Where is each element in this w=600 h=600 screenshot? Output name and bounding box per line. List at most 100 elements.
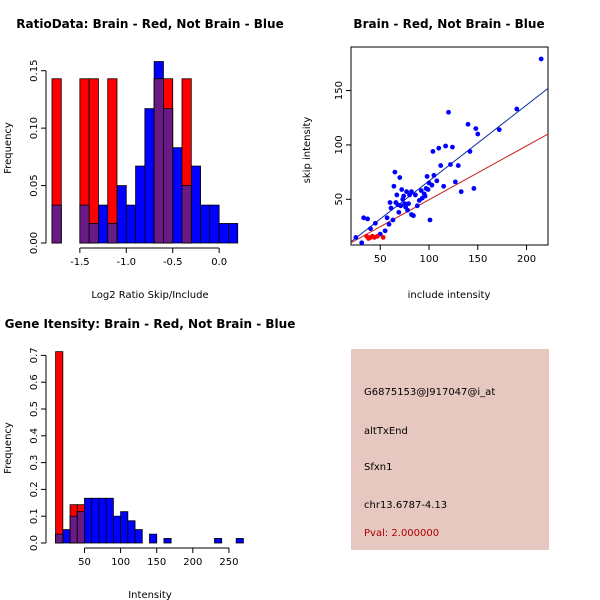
intensity-x-tick-label: 50 (78, 557, 91, 568)
ratio-not-brain-bar (125, 204, 136, 244)
intensity-histogram-bars (55, 351, 244, 544)
ratio-not-brain-bar (209, 204, 220, 244)
info-panel: G6875153@J917047@i_at altTxEnd Sfxn1 chr… (351, 349, 549, 550)
scatter-y-tick-label: 150 (334, 81, 345, 100)
not-brain-point (424, 174, 430, 179)
not-brain-point (399, 187, 405, 192)
ratio-x-tick-label: -1.0 (117, 257, 137, 268)
info-gene: Sfxn1 (364, 462, 393, 473)
intensity-histogram-title: Gene Itensity: Brain - Red, Not Brain - … (5, 317, 296, 331)
info-panel-background (351, 349, 549, 550)
not-brain-point (452, 179, 458, 185)
intensity-not-brain-bar (214, 538, 223, 544)
not-brain-point (386, 221, 392, 227)
intensity-not-brain-bar (163, 538, 172, 544)
intensity-histogram-axes: 50 100 150 200 250 0.0 0.1 0.2 0.3 0.4 0.5 0.6 0.7 (29, 347, 238, 568)
ratio-x-tick-label: 0.0 (211, 257, 227, 268)
not-brain-point (458, 189, 464, 195)
scatter-xlabel: include intensity (408, 290, 491, 301)
intensity-not-brain-bar (105, 497, 114, 544)
ratio-y-tick-label: 0.15 (29, 60, 40, 82)
ratio-y-tick-label: 0.05 (29, 174, 40, 196)
ratio-histogram-axes: -1.5 -1.0 -0.5 0.0 0.00 0.05 0.10 0.15 (29, 60, 227, 268)
ratio-not-brain-bar (218, 223, 229, 244)
intensity-not-brain-bar (235, 538, 244, 544)
intensity-y-tick-label: 0.1 (29, 508, 40, 524)
not-brain-point (388, 205, 394, 211)
not-brain-point (443, 143, 448, 149)
scatter-y-tick-label: 50 (334, 193, 345, 206)
ratio-not-brain-bar (116, 185, 127, 244)
not-brain-point (368, 226, 373, 232)
not-brain-point (450, 144, 455, 150)
not-brain-point (441, 183, 447, 189)
not-brain-point (404, 189, 409, 195)
not-brain-point (365, 216, 370, 222)
ratio-histogram-panel: RatioData: Brain - Red, Not Brain - Blue… (3, 17, 284, 301)
intensity-not-brain-bar (98, 497, 107, 544)
not-brain-point (448, 162, 453, 167)
not-brain-point (538, 56, 544, 62)
not-brain-point (430, 149, 436, 154)
scatter-x-tick-label: 200 (517, 254, 536, 265)
not-brain-point (392, 169, 398, 175)
ratio-overlap-bar (153, 78, 164, 244)
ratio-histogram-xlabel: Log2 Ratio Skip/Include (91, 290, 208, 301)
intensity-y-tick-label: 0.2 (29, 481, 40, 497)
intensity-histogram-xlabel: Intensity (128, 590, 172, 600)
scatter-x-tick-label: 100 (419, 254, 438, 265)
ratio-not-brain-bar (172, 147, 183, 244)
scatter-ylabel: skip intensity (302, 117, 313, 184)
ratio-y-tick-label: 0.10 (29, 117, 40, 139)
not-brain-point (398, 203, 404, 209)
not-brain-point (427, 217, 433, 223)
intensity-histogram-ylabel: Frequency (3, 422, 14, 474)
intensity-x-tick-label: 100 (111, 557, 130, 568)
info-probe-id: G6875153@J917047@i_at (364, 387, 495, 398)
info-location: chr13.6787-4.13 (364, 500, 447, 511)
not-brain-point (391, 183, 397, 189)
not-brain-point (465, 121, 471, 127)
not-brain-point (382, 228, 388, 234)
ratio-x-tick-label: -0.5 (163, 257, 183, 268)
ratio-y-tick-label: 0.00 (29, 232, 40, 254)
ratio-not-brain-bar (98, 204, 109, 244)
not-brain-point (401, 193, 407, 199)
not-brain-point (455, 163, 461, 168)
ratio-overlap-bar (163, 108, 174, 244)
intensity-y-tick-label: 0.6 (29, 374, 40, 390)
scatter-axes: 50 100 150 200 50 100 150 (334, 81, 536, 265)
intensity-x-tick-label: 200 (183, 557, 202, 568)
not-brain-point (412, 192, 418, 198)
intensity-y-tick-label: 0.4 (29, 428, 40, 444)
not-brain-point (414, 203, 420, 209)
not-brain-point (422, 193, 428, 199)
ratio-not-brain-bar (144, 108, 155, 244)
intensity-overlap-bar (55, 533, 64, 544)
intensity-not-brain-bar (120, 511, 129, 544)
not-brain-point (438, 163, 444, 168)
not-brain-point (467, 149, 473, 154)
not-brain-point (409, 189, 414, 195)
intensity-not-brain-bar (112, 515, 122, 544)
intensity-not-brain-bar (134, 529, 143, 544)
ratio-histogram-bars (51, 61, 239, 244)
intensity-brain-bar (55, 351, 64, 544)
fit-line-red (350, 133, 549, 244)
not-brain-point (514, 106, 520, 112)
not-brain-point (475, 131, 481, 137)
ratio-overlap-bar (79, 204, 90, 244)
scatter-x-tick-label: 50 (374, 254, 387, 265)
not-brain-point (353, 234, 359, 240)
ratio-x-tick-label: -1.5 (70, 257, 90, 268)
ratio-histogram-title: RatioData: Brain - Red, Not Brain - Blue (16, 17, 283, 31)
not-brain-point (387, 200, 393, 205)
not-brain-point (411, 213, 416, 219)
scatter-title: Brain - Red, Not Brain - Blue (353, 17, 544, 31)
intensity-x-tick-label: 150 (147, 557, 166, 568)
intensity-not-brain-bar (84, 497, 93, 544)
ratio-overlap-bar (107, 223, 118, 244)
not-brain-point (473, 126, 479, 131)
info-event-type: altTxEnd (364, 426, 408, 437)
